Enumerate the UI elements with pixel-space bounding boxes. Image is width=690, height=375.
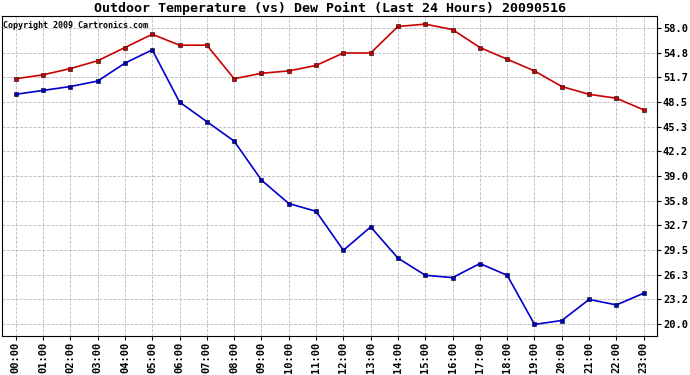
Title: Outdoor Temperature (vs) Dew Point (Last 24 Hours) 20090516: Outdoor Temperature (vs) Dew Point (Last… [94,2,566,15]
Text: Copyright 2009 Cartronics.com: Copyright 2009 Cartronics.com [3,21,148,30]
